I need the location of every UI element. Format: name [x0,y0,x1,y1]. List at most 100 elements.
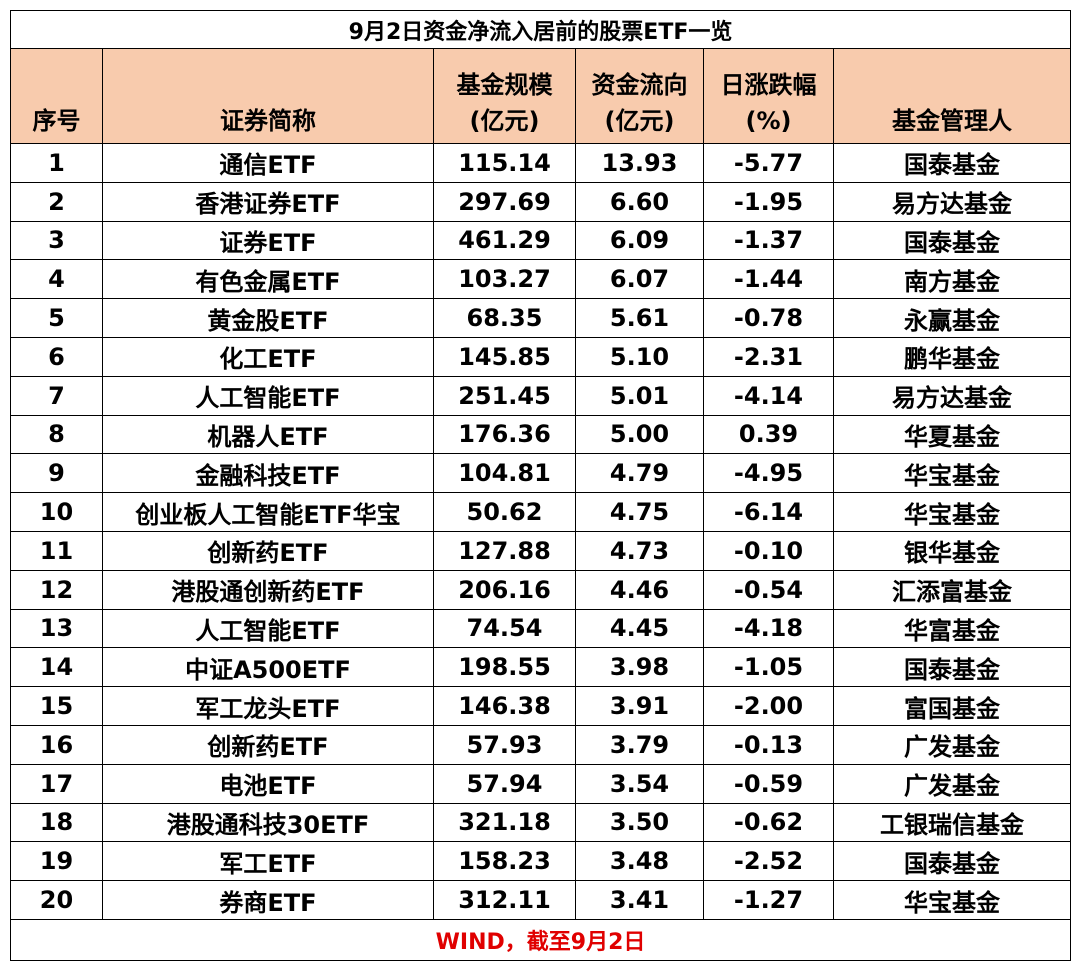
cell: 5 [10,298,103,338]
cell: 4.79 [575,453,704,494]
cell: 创新药ETF [102,724,434,765]
cell: -1.37 [703,220,834,261]
cell: 6.09 [575,220,704,261]
cell: 461.29 [433,220,576,261]
title-row: 9月2日资金净流入居前的股票ETF一览 [9,10,1072,49]
header-line: 资金流向 [591,71,688,99]
cell: 198.55 [433,647,576,688]
cell: 8 [10,414,103,455]
cell: -1.27 [703,880,834,920]
cell: 黄金股ETF [102,298,434,338]
data-row: 17 电池ETF 57.94 3.54 -0.59 广发基金 [10,763,1072,804]
cell: 广发基金 [832,724,1072,765]
cell: 化工ETF [102,336,434,377]
header-line: (亿元) [604,107,675,135]
cell: 国泰基金 [832,647,1072,688]
cell: 富国基金 [832,686,1072,726]
cell: 19 [10,841,103,882]
cell: 华宝基金 [832,492,1072,532]
cell: 206.16 [433,569,576,610]
column-header: 序号 [10,48,103,144]
cell: 57.93 [433,724,576,765]
cell: 3.54 [575,763,704,804]
data-row: 11 创新药ETF 127.88 4.73 -0.10 银华基金 [10,530,1072,571]
cell: 港股通科技30ETF [102,802,434,843]
cell: 297.69 [433,181,576,222]
cell: 人工智能ETF [102,375,434,416]
cell: 南方基金 [832,259,1072,300]
cell: -0.62 [703,802,834,843]
table-body: 9月2日资金净流入居前的股票ETF一览 序号 证券简称 基金规模 (亿元) 资金流向 (亿… [9,10,1072,961]
cell: -4.95 [703,453,834,494]
cell: 104.81 [433,453,576,494]
cell: 103.27 [433,259,576,300]
data-row: 13 人工智能ETF 74.54 4.45 -4.18 华富基金 [10,608,1072,649]
cell: 电池ETF [102,763,434,804]
cell: 国泰基金 [832,841,1072,882]
data-row: 3 证券ETF 461.29 6.09 -1.37 国泰基金 [10,220,1072,261]
cell: 鹏华基金 [832,336,1072,377]
cell: -2.52 [703,841,834,882]
cell: -0.10 [703,530,834,571]
cell: 银华基金 [832,530,1072,571]
data-row: 2 香港证券ETF 297.69 6.60 -1.95 易方达基金 [10,181,1072,222]
data-row: 19 军工ETF 158.23 3.48 -2.52 国泰基金 [10,841,1072,882]
cell: 158.23 [433,841,576,882]
footer-note: WIND，截至9月2日 [9,918,1072,961]
etf-table: 9月2日资金净流入居前的股票ETF一览 序号 证券简称 基金规模 (亿元) 资金流向 (亿… [9,10,1072,961]
cell: 5.00 [575,414,704,455]
cell: 1 [10,143,103,183]
cell: -2.00 [703,686,834,726]
column-header: 基金管理人 [832,48,1072,144]
cell: 7 [10,375,103,416]
cell: 14 [10,647,103,688]
cell: 145.85 [433,336,576,377]
cell: -4.14 [703,375,834,416]
header-row: 序号 证券简称 基金规模 (亿元) 资金流向 (亿元) 日涨跌幅 (%) 基金管理人 [10,48,1072,144]
cell: -0.54 [703,569,834,610]
cell: -4.18 [703,608,834,649]
cell: 4 [10,259,103,300]
data-row: 8 机器人ETF 176.36 5.00 0.39 华夏基金 [10,414,1072,455]
cell: 9 [10,453,103,494]
cell: 金融科技ETF [102,453,434,494]
cell: 香港证券ETF [102,181,434,222]
header-line: 序号 [32,107,81,135]
cell: 146.38 [433,686,576,726]
cell: 通信ETF [102,143,434,183]
cell: 11 [10,530,103,571]
cell: 20 [10,880,103,920]
data-row: 9 金融科技ETF 104.81 4.79 -4.95 华宝基金 [10,453,1072,494]
cell: 176.36 [433,414,576,455]
cell: 10 [10,492,103,532]
cell: 127.88 [433,530,576,571]
cell: 321.18 [433,802,576,843]
cell: -5.77 [703,143,834,183]
data-row: 6 化工ETF 145.85 5.10 -2.31 鹏华基金 [10,336,1072,377]
footer-row: WIND，截至9月2日 [9,918,1072,961]
cell: 3.98 [575,647,704,688]
cell: 13.93 [575,143,704,183]
cell: 6 [10,336,103,377]
cell: 华宝基金 [832,453,1072,494]
cell: 华富基金 [832,608,1072,649]
cell: 军工ETF [102,841,434,882]
cell: 3.91 [575,686,704,726]
cell: 5.01 [575,375,704,416]
data-row: 20 券商ETF 312.11 3.41 -1.27 华宝基金 [10,880,1072,920]
cell: 74.54 [433,608,576,649]
data-row: 10 创业板人工智能ETF华宝 50.62 4.75 -6.14 华宝基金 [10,492,1072,532]
column-header: 证券简称 [102,48,434,144]
cell: 永赢基金 [832,298,1072,338]
cell: 军工龙头ETF [102,686,434,726]
cell: 工银瑞信基金 [832,802,1072,843]
header-line: 日涨跌幅 [720,71,817,99]
data-row: 1 通信ETF 115.14 13.93 -5.77 国泰基金 [10,143,1072,183]
cell: 312.11 [433,880,576,920]
cell: 251.45 [433,375,576,416]
data-row: 7 人工智能ETF 251.45 5.01 -4.14 易方达基金 [10,375,1072,416]
table-title: 9月2日资金净流入居前的股票ETF一览 [9,10,1072,49]
cell: -1.05 [703,647,834,688]
cell: -1.44 [703,259,834,300]
